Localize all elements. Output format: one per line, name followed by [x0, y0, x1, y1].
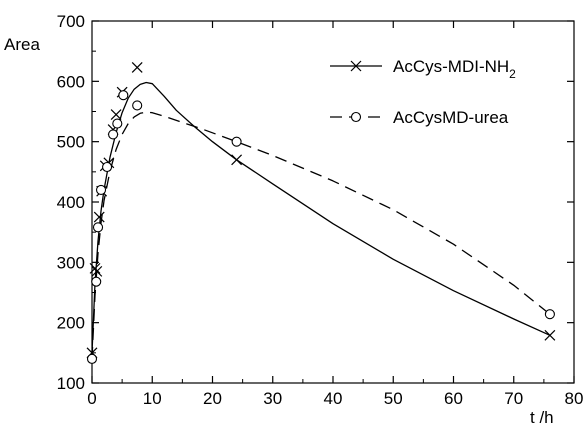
- data-point-series-2: [91, 276, 102, 287]
- data-point-series-1: [91, 265, 103, 277]
- marker-stroke: [91, 265, 103, 277]
- marker-stroke: [93, 211, 105, 223]
- legend-marker-series-1: [350, 60, 362, 72]
- legend-label-subscript: 2: [509, 67, 516, 81]
- x-tick-label: 0: [87, 389, 96, 408]
- data-point-series-1: [131, 62, 143, 73]
- y-tick-label: 600: [57, 72, 85, 91]
- data-point-series-2: [108, 129, 119, 140]
- data-point-series-2: [102, 161, 113, 173]
- x-tick-label: 20: [203, 389, 222, 408]
- marker-stroke: [350, 60, 362, 72]
- marker-stroke: [231, 154, 243, 166]
- data-point-series-2: [544, 309, 555, 320]
- x-tick-label: 40: [324, 389, 343, 408]
- data-point-series-1: [231, 154, 243, 166]
- x-tick-label: 30: [263, 389, 282, 408]
- data-markers: [86, 62, 556, 364]
- data-point-series-2: [86, 353, 98, 364]
- y-tick-label: 700: [57, 12, 85, 31]
- data-point-series-1: [93, 211, 105, 223]
- x-tick-label: 80: [565, 389, 584, 408]
- y-tick-label: 400: [57, 193, 85, 212]
- data-point-series-2: [112, 118, 123, 129]
- data-point-series-2: [132, 100, 143, 111]
- data-point-series-2: [92, 222, 104, 233]
- data-point-series-1: [89, 262, 101, 274]
- y-tick-label: 500: [57, 133, 85, 152]
- marker-stroke: [131, 62, 143, 73]
- legend-label-series-2: AcCysMD-urea: [393, 108, 509, 127]
- data-point-series-2: [118, 90, 129, 101]
- fit-line-series-2: [91, 111, 551, 359]
- x-axis-label: t /h: [530, 408, 554, 423]
- x-axis-ticks: 0 10 20 30 40 50 60 70 80: [87, 21, 583, 408]
- x-tick-label: 60: [444, 389, 463, 408]
- data-point-series-2: [231, 136, 242, 147]
- data-point-series-1: [544, 329, 556, 341]
- legend-marker-series-2: [350, 111, 362, 123]
- marker-stroke: [89, 262, 101, 274]
- x-tick-label: 10: [143, 389, 162, 408]
- marker-stroke: [544, 329, 556, 341]
- y-tick-label: 300: [57, 253, 85, 272]
- y-axis-label: Area: [4, 35, 40, 54]
- y-tick-label: 100: [57, 374, 85, 393]
- data-point-series-2: [95, 184, 107, 195]
- marker-stroke: [110, 109, 122, 120]
- y-tick-label: 200: [57, 314, 85, 333]
- x-tick-label: 70: [504, 389, 523, 408]
- y-axis-ticks: 100 200 300 400 500 600 700: [57, 12, 574, 393]
- x-tick-label: 50: [384, 389, 403, 408]
- data-point-series-1: [110, 109, 122, 120]
